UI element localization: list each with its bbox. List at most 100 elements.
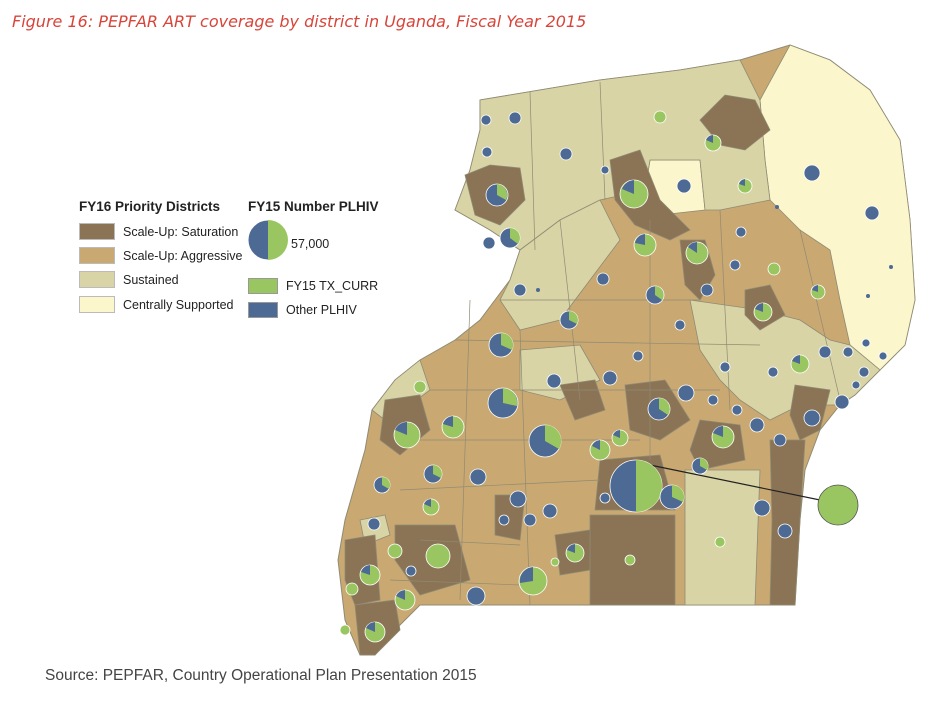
pie-marker bbox=[425, 543, 451, 569]
pie-marker bbox=[345, 582, 359, 596]
plhiv-legend-title: FY15 Number PLHIV bbox=[248, 199, 379, 214]
pie-marker bbox=[589, 439, 611, 461]
priority-legend-title: FY16 Priority Districts bbox=[79, 199, 221, 214]
pie-marker bbox=[842, 346, 854, 358]
pie-marker bbox=[393, 421, 421, 449]
legend-label: Scale-Up: Saturation bbox=[123, 224, 239, 239]
pie-marker bbox=[704, 134, 722, 152]
legend-item-other-plhiv: Other PLHIV bbox=[248, 302, 357, 318]
pie-marker bbox=[851, 380, 861, 390]
pie-marker bbox=[619, 179, 649, 209]
pie-marker bbox=[423, 464, 443, 484]
pie-marker bbox=[749, 417, 765, 433]
pie-marker bbox=[364, 621, 386, 643]
aggressive-swatch bbox=[79, 247, 115, 264]
pie-marker bbox=[536, 288, 540, 292]
pie-marker bbox=[645, 285, 665, 305]
pie-marker bbox=[624, 554, 636, 566]
pie-marker bbox=[513, 283, 527, 297]
pie-marker bbox=[866, 294, 870, 298]
pie-marker bbox=[550, 557, 560, 567]
pie-marker bbox=[482, 236, 496, 250]
legend-label: FY15 TX_CURR bbox=[286, 279, 379, 293]
pie-marker bbox=[719, 361, 731, 373]
pie-marker bbox=[469, 468, 487, 486]
pie-marker bbox=[674, 319, 686, 331]
pie-marker bbox=[810, 284, 826, 300]
pie-marker bbox=[559, 310, 579, 330]
pie-marker bbox=[509, 490, 527, 508]
pie-marker bbox=[596, 272, 610, 286]
legend-item-centrally-supported: Centrally Supported bbox=[79, 296, 233, 313]
pie-marker bbox=[339, 624, 351, 636]
pie-marker bbox=[700, 283, 714, 297]
pie-marker bbox=[858, 366, 870, 378]
pie-marker bbox=[685, 241, 709, 265]
pie-marker bbox=[864, 205, 880, 221]
legend-label: Centrally Supported bbox=[123, 297, 234, 312]
pie-marker bbox=[834, 394, 850, 410]
tx-curr-swatch bbox=[248, 278, 278, 294]
region-saturation bbox=[609, 149, 691, 241]
pie-marker bbox=[487, 387, 519, 419]
pie-marker bbox=[818, 345, 832, 359]
pie-marker bbox=[565, 543, 585, 563]
pie-marker bbox=[735, 226, 747, 238]
pie-marker bbox=[367, 517, 381, 531]
pie-marker bbox=[790, 354, 810, 374]
district-pie-markers bbox=[339, 110, 893, 643]
pie-marker bbox=[508, 111, 522, 125]
pie-marker bbox=[481, 146, 493, 158]
pie-marker bbox=[559, 147, 573, 161]
pie-marker bbox=[889, 265, 893, 269]
pie-marker bbox=[737, 178, 753, 194]
pie-marker bbox=[731, 404, 743, 416]
pie-marker bbox=[466, 586, 486, 606]
pie-marker bbox=[633, 233, 657, 257]
pie-marker bbox=[359, 564, 381, 586]
pie-marker bbox=[546, 373, 562, 389]
pie-marker bbox=[394, 589, 416, 611]
legend-label: Sustained bbox=[123, 272, 179, 287]
pie-marker bbox=[528, 424, 562, 458]
pie-marker bbox=[499, 227, 521, 249]
district-boundaries bbox=[389, 81, 841, 606]
pie-marker bbox=[647, 397, 671, 421]
legend-example-pie bbox=[247, 219, 289, 261]
pie-marker bbox=[691, 457, 709, 475]
centrally-supported-swatch bbox=[79, 296, 115, 313]
pie-marker bbox=[523, 513, 537, 527]
legend-item-tx-curr: FY15 TX_CURR bbox=[248, 278, 378, 294]
pie-marker bbox=[653, 110, 667, 124]
pie-marker bbox=[413, 380, 427, 394]
kampala-callout-line bbox=[649, 464, 821, 501]
pie-marker bbox=[599, 492, 611, 504]
source-note: Source: PEPFAR, Country Operational Plan… bbox=[45, 667, 477, 684]
pie-marker bbox=[405, 565, 417, 577]
pie-marker bbox=[803, 409, 821, 427]
pie-marker bbox=[542, 503, 558, 519]
pie-marker bbox=[767, 262, 781, 276]
saturation-swatch bbox=[79, 223, 115, 240]
legend-example-value: 57,000 bbox=[291, 237, 330, 251]
other-plhiv-swatch bbox=[248, 302, 278, 318]
pie-marker bbox=[480, 114, 492, 126]
figure-caption: Figure 16: PEPFAR ART coverage by distri… bbox=[12, 12, 587, 31]
pie-marker bbox=[817, 484, 859, 526]
pie-marker bbox=[441, 415, 465, 439]
pie-marker bbox=[729, 259, 741, 271]
pie-marker bbox=[632, 350, 644, 362]
legend-label: Scale-Up: Aggressive bbox=[123, 248, 243, 263]
pie-marker bbox=[373, 476, 391, 494]
pie-marker bbox=[485, 183, 509, 207]
legend-item-sustained: Sustained bbox=[79, 271, 179, 288]
pie-marker bbox=[600, 165, 610, 175]
pie-marker bbox=[878, 351, 888, 361]
pie-marker bbox=[611, 429, 629, 447]
pie-marker bbox=[777, 523, 793, 539]
pie-marker bbox=[773, 433, 787, 447]
pie-marker bbox=[775, 205, 779, 209]
legend-item-aggressive: Scale-Up: Aggressive bbox=[79, 247, 243, 264]
pie-marker bbox=[387, 543, 403, 559]
